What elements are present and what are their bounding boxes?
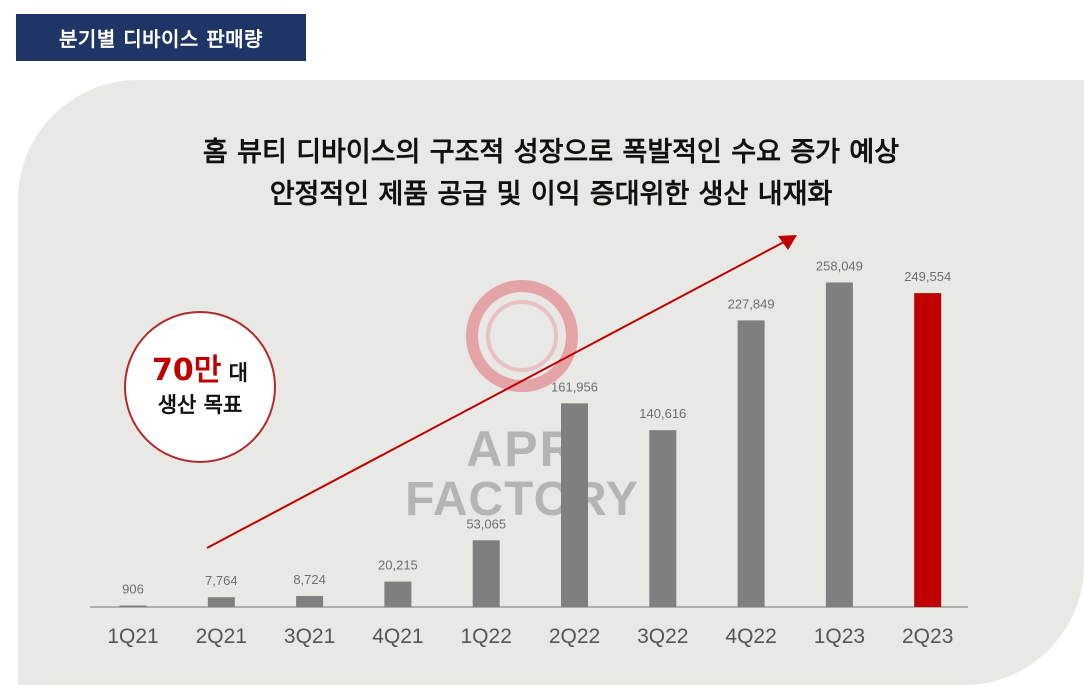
section-tag: 분기별 디바이스 판매량 [16,14,306,61]
goal-line-2: 생산 목표 [157,393,243,417]
bar-2q22 [561,403,588,607]
bar-1q22 [472,540,500,607]
tick-label-3q21: 3Q21 [284,625,335,648]
headline-line-2: 안정적인 제품 공급 및 이익 증대위한 생산 내재화 [269,179,833,210]
data-label-1q22: 53,065 [466,516,506,531]
bar-3q21 [296,596,324,607]
tick-label-2q21: 2Q21 [196,625,247,648]
tick-label-4q22: 4Q22 [725,625,776,648]
tick-label-4q21: 4Q21 [372,625,423,648]
goal-line-1: 70만 대 [152,354,248,390]
bar-4q22 [737,320,765,607]
data-label-1q23: 258,049 [816,258,863,273]
goal-number: 70만 [152,353,222,388]
tick-label-3q22: 3Q22 [637,625,688,648]
data-label-1q21: 906 [122,582,144,597]
data-label-3q22: 140,616 [639,406,686,421]
headline: 홈 뷰티 디바이스의 구조적 성장으로 폭발적인 수요 증가 예상 안정적인 제… [18,132,1084,216]
growth-arrow-head-icon [778,235,797,250]
bar-2q23 [914,293,942,607]
data-label-4q22: 227,849 [728,296,775,311]
tick-label-1q21: 1Q21 [107,625,158,648]
bar-4q21 [384,581,412,607]
data-label-2q21: 7,764 [205,573,238,588]
bar-1q23 [825,282,853,607]
tick-label-1q23: 1Q23 [814,625,865,648]
production-goal-badge: 70만 대 생산 목표 [124,311,276,463]
bar-3q22 [649,430,677,607]
data-label-3q21: 8,724 [293,572,326,587]
data-label-4q21: 20,215 [378,558,418,573]
bar-1q21 [119,605,147,607]
bar-2q21 [207,597,235,607]
data-label-2q22: 161,956 [551,379,598,394]
goal-suffix: 대 [221,361,248,385]
growth-arrow-line [206,241,785,549]
tick-label-1q22: 1Q22 [461,625,512,648]
headline-line-1: 홈 뷰티 디바이스의 구조적 성장으로 폭발적인 수요 증가 예상 [202,137,900,168]
tick-label-2q22: 2Q22 [549,625,600,648]
data-label-2q23: 249,554 [904,269,951,284]
tick-label-2q23: 2Q23 [902,625,953,648]
